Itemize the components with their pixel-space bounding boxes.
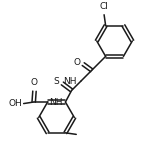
Text: O: O <box>31 78 38 87</box>
Text: OH: OH <box>8 99 22 108</box>
Text: NH: NH <box>64 77 77 86</box>
Text: S: S <box>53 77 59 86</box>
Text: Cl: Cl <box>100 2 109 11</box>
Text: O: O <box>73 58 80 67</box>
Text: NH: NH <box>49 98 62 107</box>
